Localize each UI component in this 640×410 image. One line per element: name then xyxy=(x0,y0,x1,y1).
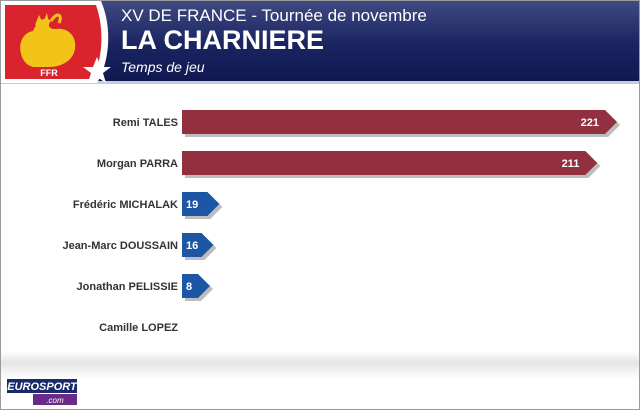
bar-value-label: 8 xyxy=(186,281,192,293)
bar xyxy=(182,192,220,216)
category-label: Remi TALES xyxy=(113,117,178,129)
bar xyxy=(182,233,214,257)
logo-lettering: FFR xyxy=(40,68,58,78)
bar-value-label: 211 xyxy=(562,158,580,170)
bar xyxy=(182,110,617,134)
page-subtitle: Temps de jeu xyxy=(121,59,205,75)
eurosport-wordmark: EUROSPORT xyxy=(7,381,77,393)
eurosport-logo: EUROSPORT .com xyxy=(7,379,77,405)
eurosport-domain: .com xyxy=(46,396,64,405)
bar xyxy=(182,151,598,175)
ffr-rooster-logo: FFR xyxy=(1,1,111,83)
bar-value-label: 221 xyxy=(581,117,599,129)
bar-value-label: 16 xyxy=(186,240,198,252)
category-label: Camille LOPEZ xyxy=(99,322,178,334)
category-label: Jean-Marc DOUSSAIN xyxy=(62,240,178,252)
bar xyxy=(182,274,210,298)
page-suptitle: XV DE FRANCE - Tournée de novembre xyxy=(121,6,427,25)
playing-time-bar-chart: Remi TALES 221 Morgan PARRA 211 Frédéric MIC… xyxy=(62,110,620,334)
category-label: Jonathan PELISSIE xyxy=(77,281,178,293)
page-title: LA CHARNIERE xyxy=(121,25,325,55)
category-label: Morgan PARRA xyxy=(97,158,178,170)
header-divider xyxy=(1,81,639,84)
category-label: Frédéric MICHALAK xyxy=(73,199,178,211)
bar-value-label: 19 xyxy=(186,199,198,211)
